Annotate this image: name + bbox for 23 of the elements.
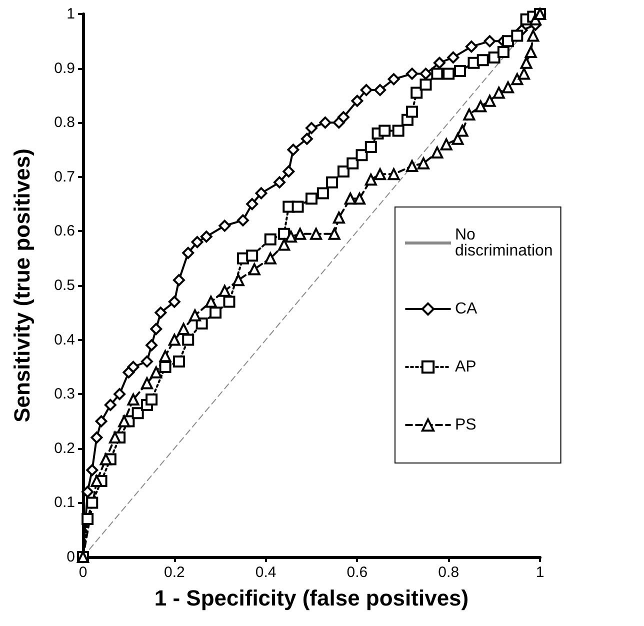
x-axis-title: 1 - Specificity (false positives) — [154, 586, 469, 610]
y-tick-label: 0.8 — [54, 114, 75, 132]
x-tick-label: 0.2 — [164, 564, 185, 581]
y-tick-label: 0.6 — [54, 222, 75, 240]
legend-label: PS — [455, 416, 476, 434]
y-tick-label: 0.1 — [54, 494, 75, 512]
y-tick-label: 0.3 — [54, 386, 75, 403]
x-tick-label: 0.8 — [438, 564, 460, 581]
x-tick-label: 1 — [536, 564, 544, 581]
x-tick-label: 0.6 — [346, 564, 368, 581]
x-tick-label: 0.4 — [255, 564, 276, 581]
legend-label: No discrimination — [455, 226, 553, 260]
legend-label: CA — [455, 300, 478, 318]
y-tick-label: 0.2 — [54, 440, 75, 457]
y-tick-label: 0.7 — [54, 168, 75, 186]
y-tick-label: 0.4 — [54, 331, 75, 348]
y-tick-label: 0.5 — [54, 277, 75, 294]
y-tick-label: 0 — [66, 548, 75, 566]
y-tick-label: 1 — [66, 6, 75, 22]
legend-label: AP — [455, 358, 476, 376]
y-axis-title: Sensitivity (true positives) — [10, 148, 34, 422]
x-tick-label: 0 — [78, 564, 88, 581]
y-tick-label: 0.9 — [54, 60, 75, 77]
